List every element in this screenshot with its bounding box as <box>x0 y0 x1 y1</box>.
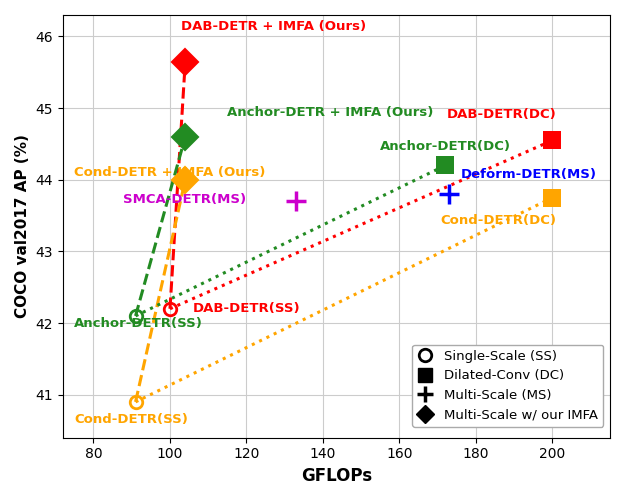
Text: DAB-DETR(SS): DAB-DETR(SS) <box>193 302 301 316</box>
Text: Cond-DETR(SS): Cond-DETR(SS) <box>74 414 188 426</box>
Text: Deform-DETR(MS): Deform-DETR(MS) <box>460 168 597 181</box>
Y-axis label: COCO val2017 AP (%): COCO val2017 AP (%) <box>15 134 30 318</box>
Text: DAB-DETR + IMFA (Ours): DAB-DETR + IMFA (Ours) <box>181 20 365 33</box>
X-axis label: GFLOPs: GFLOPs <box>301 467 372 485</box>
Text: DAB-DETR(DC): DAB-DETR(DC) <box>447 108 556 121</box>
Text: Cond-DETR(DC): Cond-DETR(DC) <box>440 214 556 227</box>
Text: Anchor-DETR(DC): Anchor-DETR(DC) <box>381 140 511 152</box>
Text: SMCA-DETR(MS): SMCA-DETR(MS) <box>123 194 246 206</box>
Text: Anchor-DETR(SS): Anchor-DETR(SS) <box>74 316 203 330</box>
Legend: Single-Scale (SS), Dilated-Conv (DC), Multi-Scale (MS), Multi-Scale w/ our IMFA: Single-Scale (SS), Dilated-Conv (DC), Mu… <box>412 344 603 427</box>
Text: Cond-DETR + IMFA (Ours): Cond-DETR + IMFA (Ours) <box>74 166 266 179</box>
Text: Anchor-DETR + IMFA (Ours): Anchor-DETR + IMFA (Ours) <box>227 106 434 119</box>
